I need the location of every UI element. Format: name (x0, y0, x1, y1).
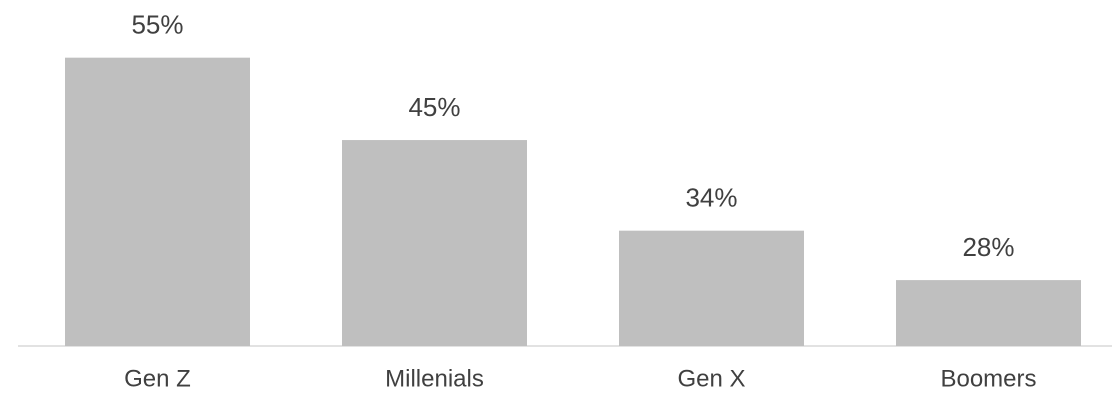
value-label: 45% (408, 92, 460, 122)
x-tick-label: Gen X (677, 365, 745, 392)
bar (65, 57, 250, 347)
x-tick-label: Boomers (940, 365, 1036, 392)
bar (342, 140, 527, 346)
x-tick-label: Millenials (385, 365, 484, 392)
value-label: 55% (131, 10, 183, 40)
value-label: 28% (962, 232, 1014, 262)
bar (896, 280, 1081, 346)
bar (619, 230, 804, 346)
x-tick-label: Gen Z (124, 365, 191, 392)
value-label: 34% (685, 183, 737, 213)
